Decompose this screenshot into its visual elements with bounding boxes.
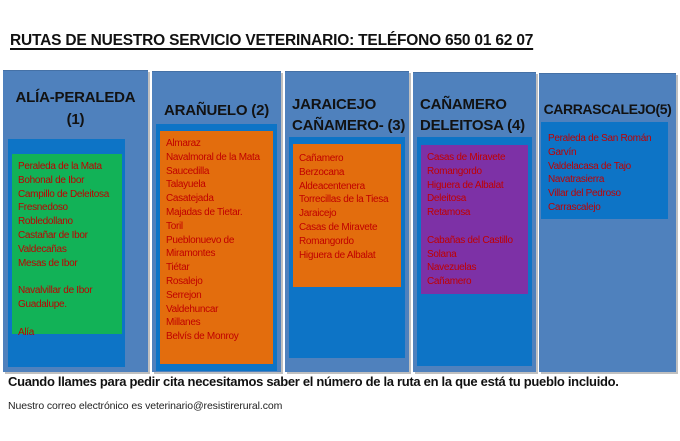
route-1-town-box: Peraleda de la Mata Bohonal de Ibor Campil… [12,154,122,338]
town-item: Deleitosa [427,193,466,205]
town-item: Valdelacasa de Tajo [548,160,631,172]
town-item: Cabañas del Castillo [427,234,513,246]
town-item: Rosalejo [166,275,203,287]
route-column-2: ARAÑUELO (2) Almaraz Navalmoral de la Mat… [152,71,281,372]
route-5-panel: Peraleda de San Román Garvín Valdelacasa d… [541,122,668,219]
town-item: Navalmoral de la Mata [166,151,260,163]
town-item: Casatejada [166,193,214,205]
town-item: Retamosa [427,207,471,219]
town-item: Miramontes [166,248,216,260]
route-2-town-box: Almaraz Navalmoral de la Mata Saucedilla Ta… [160,131,273,364]
route-column-4: CAÑAMERO DELEITOSA (4) Casas de Miravete… [413,72,536,372]
page-title: RUTAS DE NUESTRO SERVICIO VETERINARIO: T… [10,32,534,49]
town-item: Casas de Miravete [299,221,378,233]
town-item: Garvín [548,146,577,158]
route-3-town-box: Cañamero Berzocana Aldeacentenera Torrecill… [293,144,401,287]
town-item: Tiétar [166,262,190,274]
town-item: Serrejon [166,289,202,301]
town-item: Fresnedoso [18,202,68,214]
town-item: Valdecañas [18,243,67,255]
route-3-panel: Cañamero Berzocana Aldeacentenera Torrecill… [289,137,405,358]
route-1-town-list: Peraleda de la Mata Bohonal de Ibor Campil… [12,154,122,339]
town-item: Castañar de Ibor [18,229,88,241]
town-item: Belvís de Monroy [166,331,239,343]
route-column-5: CARRASCALEJO(5) Peraleda de San Román Gar… [539,73,676,372]
footer-email-line: Nuestro correo electrónico es veterinari… [8,400,283,412]
town-item: Robledollano [18,216,73,228]
town-item: Higuera de Albalat [299,249,376,261]
town-item: Saucedilla [166,165,210,177]
town-item: Pueblonuevo de [166,234,235,246]
town-item: Majadas de Tietar. [166,206,243,218]
town-item: Aldeacentenera [299,180,365,192]
route-2-title: ARAÑUELO (2) [163,102,270,119]
route-5-town-list: Peraleda de San Román Garvín Valdelacasa d… [541,122,668,215]
route-2-town-list: Almaraz Navalmoral de la Mata Saucedilla Ta… [160,131,273,344]
town-item: Solana [427,248,457,260]
town-item [427,220,528,234]
route-4-panel: Casas de Miravete Romangordo Higuera de Al… [417,137,532,366]
town-item: Valdehuncar [166,303,219,315]
town-item: Torrecillas de la Tiesa [299,194,389,206]
town-item: Talayuela [166,179,206,191]
route-column-1: ALÍA-PERALEDA (1) Peraleda de la Mata Boh… [3,70,148,372]
town-item: Peraleda de San Román [548,133,652,144]
town-item: Toril [166,220,183,232]
route-2-panel: Almaraz Navalmoral de la Mata Saucedilla Ta… [156,124,277,371]
town-item: Campillo de Deleitosa [18,188,109,200]
route-4-title: CAÑAMERO DELEITOSA (4) [420,96,525,134]
town-item: Berzocana [299,166,345,178]
town-item: Alía [18,326,35,338]
town-item: Higuera de Albalat [427,179,504,191]
town-item: Navatrasierra [548,174,605,186]
town-item: Guadalupe. [18,298,67,310]
town-item: Navezuelas [427,262,477,274]
town-item [18,270,122,284]
town-item: Mesas de Ibor [18,257,78,269]
route-4-town-box: Casas de Miravete Romangordo Higuera de Al… [421,145,528,294]
footer-note: Cuando llames para pedir cita necesitamo… [8,374,619,389]
town-item: Romangordo [299,235,354,247]
town-item: Almaraz [166,138,201,149]
route-3-town-list: Cañamero Berzocana Aldeacentenera Torrecill… [293,144,401,262]
town-item [18,312,122,326]
town-item: Cañamero [299,153,344,164]
town-item: Carrascalejo [548,201,601,213]
route-4-town-list: Casas de Miravete Romangordo Higuera de Al… [421,145,528,289]
town-item: Jaraicejo [299,208,337,220]
town-item: Romangordo [427,165,482,177]
town-item: Villar del Pedroso [548,188,621,200]
route-1-title: ALÍA-PERALEDA (1) [15,89,136,128]
town-item: Millanes [166,317,201,329]
route-1-panel: Peraleda de la Mata Bohonal de Ibor Campil… [8,139,125,367]
town-item: Cañamero [427,276,472,288]
route-5-title: CARRASCALEJO(5) [543,101,672,117]
town-item: Navalvillar de Ibor [18,285,93,297]
route-column-3: JARAICEJO CAÑAMERO- (3) Cañamero Berzocan… [285,71,409,372]
town-item: Casas de Miravete [427,152,506,163]
route-3-title: JARAICEJO CAÑAMERO- (3) [292,96,406,134]
town-item: Bohonal de Ibor [18,174,85,186]
town-item: Peraleda de la Mata [18,161,102,172]
